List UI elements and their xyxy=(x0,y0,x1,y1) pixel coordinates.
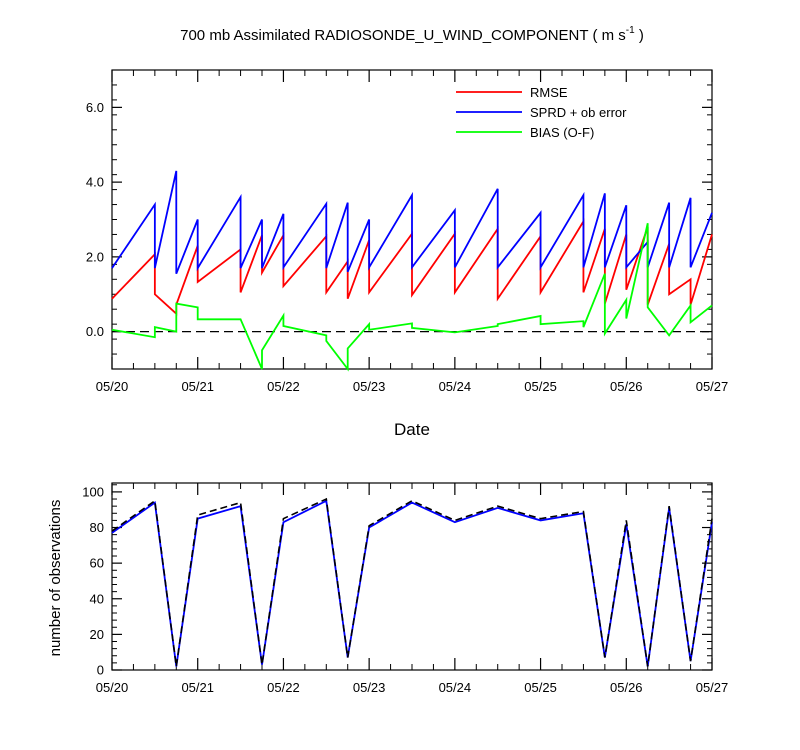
series-line-bias-o-f xyxy=(111,223,713,372)
x-tick-label: 05/24 xyxy=(439,379,472,394)
legend: RMSE SPRD + ob error BIAS (O-F) xyxy=(456,85,627,140)
y-tick-label: 40 xyxy=(90,591,104,606)
x-tick-label: 05/22 xyxy=(267,379,300,394)
x-tick-label: 05/23 xyxy=(353,379,386,394)
series-line-sprd-ob-error xyxy=(111,170,713,275)
x-tick-label: 05/26 xyxy=(610,379,643,394)
y-tick-label: 6.0 xyxy=(86,100,104,115)
legend-label: RMSE xyxy=(530,85,568,100)
x-tick-label: 05/20 xyxy=(96,379,129,394)
top-axes: 05/20 05/21 05/22 05/23 05/24 05/25 05/26 05/27… xyxy=(86,69,729,394)
y-tick-label: 20 xyxy=(90,627,104,642)
chart-title-close: ) xyxy=(635,27,644,44)
x-tick-label: 05/21 xyxy=(181,680,214,695)
series-line-observations-used xyxy=(111,499,713,667)
top-chart: 700 mb Assimilated RADIOSONDE_U_WIND_COM… xyxy=(86,25,728,439)
y-axis-label: number of observations xyxy=(47,500,64,657)
legend-label: SPRD + ob error xyxy=(530,105,627,120)
legend-label: BIAS (O-F) xyxy=(530,125,594,140)
x-tick-label: 05/20 xyxy=(96,680,129,695)
bottom-plot-frame xyxy=(111,482,713,671)
x-tick-label: 05/24 xyxy=(439,680,472,695)
bottom-plot-area: 05/20 05/21 05/22 05/23 05/24 05/25 05/26 05/27… xyxy=(82,482,728,695)
x-tick-label: 05/25 xyxy=(524,680,557,695)
top-series-group xyxy=(111,170,713,372)
x-tick-label: 05/23 xyxy=(353,680,386,695)
y-tick-label: 80 xyxy=(90,520,104,535)
top-plot-area: 05/20 05/21 05/22 05/23 05/24 05/25 05/26 05/27… xyxy=(86,69,729,394)
x-tick-label: 05/26 xyxy=(610,680,643,695)
y-tick-label: 0.0 xyxy=(86,324,104,339)
x-axis-label: Date xyxy=(394,420,430,439)
chart-title-exponent: -1 xyxy=(626,25,635,36)
x-tick-label: 05/21 xyxy=(181,379,214,394)
chart-title: 700 mb Assimilated RADIOSONDE_U_WIND_COM… xyxy=(180,25,644,44)
bottom-chart: 05/20 05/21 05/22 05/23 05/24 05/25 05/26 05/27… xyxy=(47,482,728,695)
x-tick-label: 05/27 xyxy=(696,379,729,394)
x-tick-label: 05/22 xyxy=(267,680,300,695)
series-line-observations-possible xyxy=(111,497,713,667)
x-tick-label: 05/25 xyxy=(524,379,557,394)
x-tick-label: 05/27 xyxy=(696,680,729,695)
bottom-series-group xyxy=(111,497,713,667)
y-tick-label: 2.0 xyxy=(86,249,104,264)
y-tick-label: 4.0 xyxy=(86,175,104,190)
y-tick-label: 0 xyxy=(97,663,104,678)
y-tick-label: 100 xyxy=(82,484,104,499)
y-tick-label: 60 xyxy=(90,556,104,571)
chart-title-main: 700 mb Assimilated RADIOSONDE_U_WIND_COM… xyxy=(180,27,626,44)
bottom-axes: 05/20 05/21 05/22 05/23 05/24 05/25 05/26 05/27… xyxy=(82,483,728,695)
